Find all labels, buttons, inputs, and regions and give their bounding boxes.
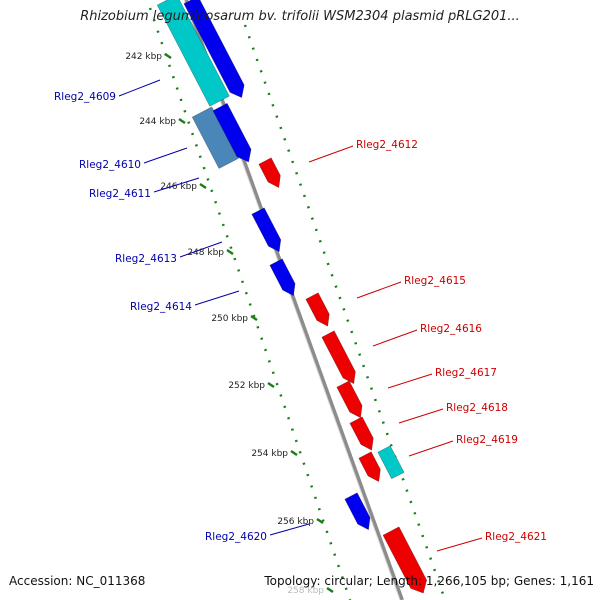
gene-label-leader-line (143, 147, 188, 164)
gene-arrow-Rleg2_4610[interactable] (212, 103, 252, 163)
gene-label-Rleg2_4614[interactable]: Rleg2_4614 (130, 301, 192, 313)
scale-dotted-line (243, 24, 447, 600)
map-title: Rhizobium leguminosarum bv. trifolii WSM… (80, 9, 520, 24)
gene-arrow-Rleg2_4613[interactable] (251, 207, 281, 253)
gene-arrow-Rleg2_4615[interactable] (305, 292, 330, 327)
gene-label-Rleg2_4610[interactable]: Rleg2_4610 (79, 159, 141, 171)
gene-label-leader-line (179, 241, 223, 258)
gene-label-Rleg2_4612[interactable]: Rleg2_4612 (356, 139, 418, 151)
scale-tick-label: 250 kbp (211, 314, 248, 324)
gene-label-Rleg2_4617[interactable]: Rleg2_4617 (435, 367, 497, 379)
scale-tick-label: 246 kbp (160, 182, 197, 192)
gene-label-leader-line (372, 329, 418, 347)
gene-arrow-Rleg2_4619[interactable] (358, 451, 381, 482)
rna-feature-block[interactable] (377, 445, 405, 480)
gene-arrow-Rleg2_4617[interactable] (336, 380, 363, 418)
gene-arrow-Rleg2_4616[interactable] (321, 330, 356, 384)
gene-label-Rleg2_4615[interactable]: Rleg2_4615 (404, 275, 466, 287)
scale-tick-mark (164, 52, 172, 60)
gene-label-leader-line (194, 290, 240, 306)
scale-tick-mark (226, 248, 234, 256)
scale-tick-label: 252 kbp (228, 381, 265, 391)
scale-tick-label: 256 kbp (277, 517, 314, 527)
gene-label-leader-line (269, 523, 310, 536)
scale-tick-label: 244 kbp (139, 117, 176, 127)
gene-label-leader-line (356, 281, 402, 299)
scale-tick-label: 248 kbp (187, 248, 224, 258)
gene-label-Rleg2_4611[interactable]: Rleg2_4611 (89, 188, 151, 200)
gene-label-Rleg2_4609[interactable]: Rleg2_4609 (54, 91, 116, 103)
scale-tick-mark (326, 586, 334, 594)
scale-tick-label: 242 kbp (125, 52, 162, 62)
gene-label-leader-line (153, 177, 200, 193)
scale-tick-label: 254 kbp (251, 449, 288, 459)
scale-tick-mark (267, 381, 275, 389)
gene-arrow-Rleg2_4609[interactable] (183, 0, 245, 98)
topology-text: Topology: circular; Length: 1,266,105 bp… (264, 574, 594, 588)
gene-arrow-Rleg2_4612[interactable] (258, 157, 281, 188)
gene-arrow-Rleg2_4620[interactable] (344, 492, 371, 530)
gene-label-Rleg2_4616[interactable]: Rleg2_4616 (420, 323, 482, 335)
rna-feature-block[interactable] (156, 0, 230, 107)
gene-label-leader-line (118, 79, 161, 97)
gene-label-leader-line (308, 145, 354, 163)
accession-text: Accession: NC_011368 (9, 574, 146, 588)
pseudo-feature-block[interactable] (191, 106, 239, 169)
scale-tick-mark (290, 449, 298, 457)
scale-tick-label: 258 kbp (287, 586, 324, 596)
gene-label-leader-line (387, 373, 433, 389)
gene-label-Rleg2_4621[interactable]: Rleg2_4621 (485, 531, 547, 543)
gene-arrow-Rleg2_4614[interactable] (269, 258, 296, 296)
scale-tick-mark (250, 314, 258, 322)
gene-label-Rleg2_4620[interactable]: Rleg2_4620 (205, 531, 267, 543)
gene-label-Rleg2_4618[interactable]: Rleg2_4618 (446, 402, 508, 414)
scale-dotted-line (148, 7, 352, 600)
scale-tick-mark (316, 517, 324, 525)
scale-tick-mark (199, 182, 207, 190)
gene-label-leader-line (436, 537, 483, 552)
scale-tick-mark (178, 117, 186, 125)
gene-label-Rleg2_4613[interactable]: Rleg2_4613 (115, 253, 177, 265)
gene-label-leader-line (408, 440, 454, 457)
gene-arrow-Rleg2_4621[interactable] (382, 526, 427, 594)
gene-label-leader-line (398, 408, 444, 424)
gene-arrow-Rleg2_4618[interactable] (349, 416, 374, 451)
gene-label-Rleg2_4619[interactable]: Rleg2_4619 (456, 434, 518, 446)
